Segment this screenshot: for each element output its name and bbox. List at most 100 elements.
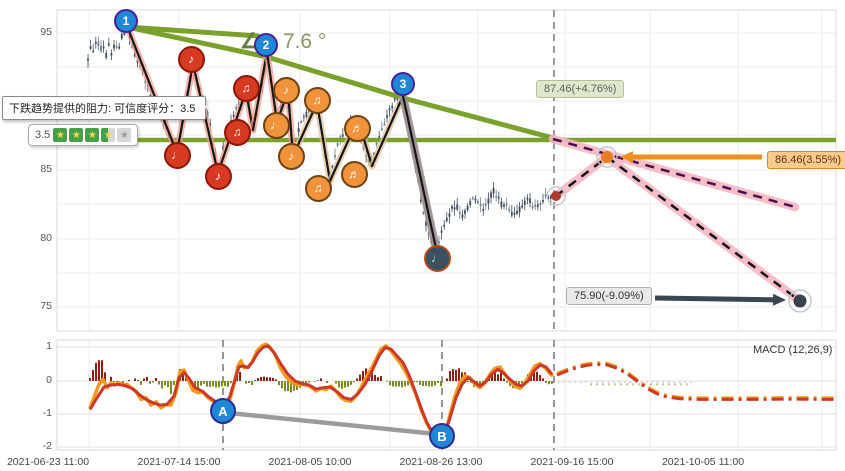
histogram-bar [386,381,388,382]
candle-body [500,201,503,208]
music-note-marker[interactable]: ♬ [343,114,371,142]
macd-lines[interactable] [88,342,837,442]
zigzag-line [251,50,269,132]
music-note-marker[interactable]: ♩ [163,141,191,169]
histogram-bar [167,381,169,387]
histogram-bar [293,381,295,391]
histogram-bar [425,381,427,386]
candle-body [388,108,391,111]
signal-projection-line [556,362,837,401]
candle-body [232,115,235,118]
histogram-bar [254,380,256,381]
histogram-bar [503,378,505,381]
histogram-bar [374,375,376,381]
music-note-marker[interactable]: ♫ [232,74,260,102]
pivot-marker-1[interactable]: 1 [114,9,138,33]
histogram-bar [533,371,535,381]
candle-body [497,196,500,199]
date-axis-tick: 2021-09-16 15:00 [530,456,614,468]
date-axis-tick: 2021-07-14 15:00 [137,456,221,468]
price-axis-tick: 95 [40,26,52,38]
music-note-marker[interactable]: ♫ [303,86,331,114]
histogram-bar [539,375,541,381]
music-note-marker[interactable]: ♪ [177,45,205,73]
candle-body [144,80,147,83]
candle-body [510,211,513,216]
histogram-bar [197,381,199,389]
candle-body [107,43,110,46]
histogram-bar [467,381,469,383]
candle-body [113,44,115,49]
music-note-marker[interactable]: ♬ [340,160,368,188]
histogram-bar [437,381,439,383]
candle-body [529,198,531,204]
candle-body [513,212,516,215]
histogram-bar [227,381,229,387]
histogram-bar [509,381,511,387]
histogram-bar [110,376,112,381]
date-axis-tick: 2021-06-23 11:00 [6,456,90,468]
histogram-bar [401,381,403,388]
music-note-marker[interactable]: ♫ [304,174,332,202]
pivot-marker-3[interactable]: 3 [391,72,415,96]
candle-body [87,58,89,61]
candle-body [115,45,118,48]
candle-body [516,211,518,214]
annotation-arrows [620,151,786,306]
candle-body [521,205,524,208]
candle-body [458,212,461,215]
trend-lines[interactable] [57,24,836,143]
music-note-marker[interactable]: ♪ [277,142,305,170]
histogram-bar [452,369,454,381]
rating-star-full-icon: ★ [53,128,68,142]
histogram-bar [260,376,262,381]
music-note-marker[interactable]: ♩ [262,111,290,139]
music-note-marker[interactable]: ♫ [223,118,251,146]
histogram-bar [455,369,457,381]
candle-body [120,33,123,39]
fan-dashed-line [606,155,801,303]
histogram-bar [137,380,139,381]
zigzag-line [125,24,179,155]
pivot-marker-2[interactable]: 2 [254,33,278,57]
annotation-mid-price[interactable]: 86.46(3.55%) [767,151,845,169]
histogram-bar [104,372,106,381]
histogram-bar [344,381,346,388]
zigzag-line [315,101,332,183]
candle-body [505,203,508,206]
histogram-bar [116,381,118,383]
histogram-bar [545,381,547,384]
macd-marker-B[interactable]: B [429,423,455,449]
histogram-bar [341,381,343,389]
histogram-bar [257,378,259,381]
histogram-bar [161,381,163,389]
candle-body [445,217,448,222]
projection-dot[interactable] [551,191,561,201]
price-axis-tick: 80 [40,232,52,244]
candle-body [518,206,521,213]
music-note-marker[interactable]: ♩ [423,244,451,272]
macd-axis-tick: -2 [42,440,52,452]
annotation-resistance-price[interactable]: 87.46(+4.76%) [536,80,625,98]
macd-marker-A[interactable]: A [210,398,236,424]
music-note-marker[interactable]: ♪ [204,162,232,190]
candle-body [393,98,396,101]
annotation-target-price[interactable]: 75.90(-9.09%) [566,287,652,305]
candle-body [490,192,492,198]
candle-body [464,210,466,214]
rating-star-full-icon: ★ [85,128,100,142]
projection-dot[interactable] [601,151,613,163]
candle-body [422,211,425,214]
histogram-bar [221,381,223,387]
downtrend-line[interactable] [124,24,556,141]
histogram-bar [338,381,340,388]
histogram-bar [446,378,448,381]
projection-dot[interactable] [793,294,807,308]
music-note-marker[interactable]: ♪ [272,76,300,104]
macd-params-label: MACD (12,26,9) [753,344,833,356]
histogram-bar [173,381,175,386]
histogram-bar [272,377,274,381]
histogram-bar [458,368,460,381]
fan-dashed-line [552,137,796,209]
